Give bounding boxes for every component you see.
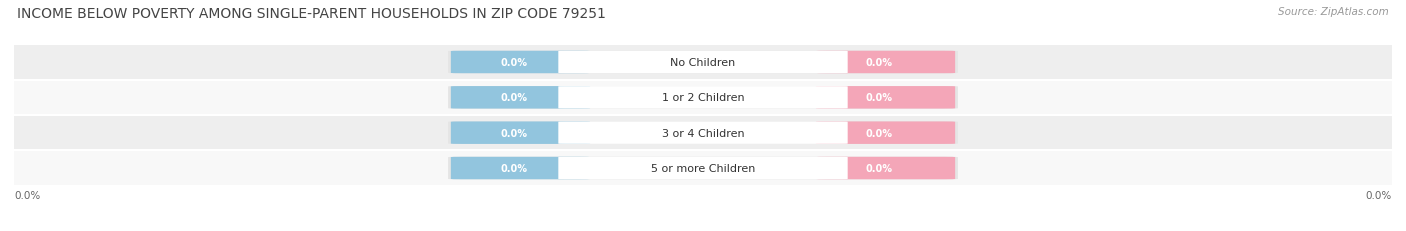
Text: 0.0%: 0.0% bbox=[501, 128, 527, 138]
Bar bbox=[14, 81, 1392, 115]
Bar bbox=[14, 152, 1392, 185]
Bar bbox=[14, 116, 1392, 150]
FancyBboxPatch shape bbox=[449, 87, 957, 109]
FancyBboxPatch shape bbox=[449, 157, 957, 179]
Text: 0.0%: 0.0% bbox=[865, 163, 893, 173]
Text: 1 or 2 Children: 1 or 2 Children bbox=[662, 93, 744, 103]
FancyBboxPatch shape bbox=[451, 122, 591, 144]
Text: 0.0%: 0.0% bbox=[14, 190, 41, 200]
FancyBboxPatch shape bbox=[815, 122, 955, 144]
Text: 0.0%: 0.0% bbox=[501, 93, 527, 103]
FancyBboxPatch shape bbox=[451, 87, 591, 109]
FancyBboxPatch shape bbox=[449, 122, 957, 144]
FancyBboxPatch shape bbox=[815, 87, 955, 109]
Text: Source: ZipAtlas.com: Source: ZipAtlas.com bbox=[1278, 7, 1389, 17]
FancyBboxPatch shape bbox=[815, 52, 955, 74]
FancyBboxPatch shape bbox=[558, 52, 848, 74]
Text: 0.0%: 0.0% bbox=[865, 128, 893, 138]
FancyBboxPatch shape bbox=[558, 157, 848, 179]
Text: 0.0%: 0.0% bbox=[501, 58, 527, 68]
FancyBboxPatch shape bbox=[451, 52, 591, 74]
FancyBboxPatch shape bbox=[558, 122, 848, 144]
Text: 5 or more Children: 5 or more Children bbox=[651, 163, 755, 173]
FancyBboxPatch shape bbox=[558, 87, 848, 109]
FancyBboxPatch shape bbox=[451, 157, 591, 179]
Text: 0.0%: 0.0% bbox=[865, 58, 893, 68]
Bar bbox=[14, 46, 1392, 79]
Text: 0.0%: 0.0% bbox=[865, 93, 893, 103]
Text: 3 or 4 Children: 3 or 4 Children bbox=[662, 128, 744, 138]
FancyBboxPatch shape bbox=[815, 157, 955, 179]
Text: 0.0%: 0.0% bbox=[1365, 190, 1392, 200]
Text: 0.0%: 0.0% bbox=[501, 163, 527, 173]
FancyBboxPatch shape bbox=[449, 52, 957, 74]
Text: No Children: No Children bbox=[671, 58, 735, 68]
Text: INCOME BELOW POVERTY AMONG SINGLE-PARENT HOUSEHOLDS IN ZIP CODE 79251: INCOME BELOW POVERTY AMONG SINGLE-PARENT… bbox=[17, 7, 606, 21]
